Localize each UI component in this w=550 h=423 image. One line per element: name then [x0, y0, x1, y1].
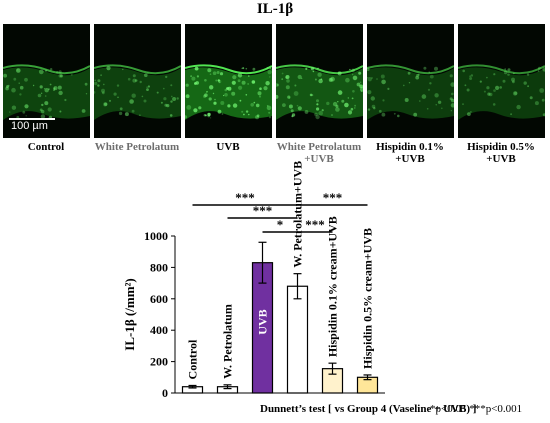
micrograph-panel — [185, 24, 272, 138]
footnote: Dunnett’s test [ vs Group 4 (Vaseline + … — [260, 403, 522, 415]
category-label: W. Petrolatum — [221, 304, 235, 379]
panel-label: White Petrolatum +UVB — [276, 141, 362, 165]
panel-label: Hispidin 0.1% +UVB — [376, 141, 444, 165]
figure-title: IL-1β — [256, 1, 294, 17]
tissue-band — [458, 67, 545, 120]
category-label: UVB — [256, 309, 270, 334]
epidermis-edge — [3, 64, 90, 75]
significance-label: *** — [253, 203, 273, 218]
micrograph-panel — [276, 24, 363, 138]
significance-label: *** — [323, 190, 343, 205]
y-tick-label: 600 — [150, 292, 168, 306]
epidermis-edge — [367, 64, 454, 75]
footnote-significance: *p<0.05 ***p<0.001 — [430, 403, 523, 415]
epidermis-edge — [458, 64, 545, 75]
significance-label: *** — [305, 217, 325, 232]
y-tick-label: 0 — [162, 386, 168, 400]
tissue-band — [185, 67, 272, 120]
category-label: Hispidin 0.1% cream+UVB — [326, 216, 340, 357]
bar — [286, 285, 309, 394]
category-label: Control — [186, 339, 200, 379]
panel-label: UVB — [216, 141, 240, 153]
epidermis-edge — [94, 64, 181, 75]
tissue-band — [94, 67, 181, 120]
panel-label: Control — [27, 141, 65, 153]
scale-bar-label: 100 µm — [11, 120, 48, 132]
micrograph-panel — [3, 24, 90, 138]
y-tick-label: 1000 — [144, 229, 168, 243]
tissue-band — [276, 67, 363, 120]
footnote-test: Dunnett’s test [ vs Group 4 (Vaseline + … — [260, 403, 477, 415]
micrograph-panel — [94, 24, 181, 138]
y-tick-label: 400 — [150, 323, 168, 337]
micrograph-panel — [458, 24, 545, 138]
panel-label: White Petrolatum — [94, 141, 180, 153]
significance-label: * — [277, 217, 284, 232]
y-axis-label: IL-1β (/mm²) — [122, 278, 137, 350]
category-label: Hispidin 0.5% cream+UVB — [361, 228, 375, 369]
category-label: W. Petrolatum+UVB — [291, 161, 305, 268]
epidermis-edge — [276, 64, 363, 75]
significance-label: *** — [235, 190, 255, 205]
epidermis-edge — [185, 64, 272, 75]
micrograph-panel — [367, 24, 454, 138]
y-tick-label: 800 — [150, 260, 168, 274]
panel-label: Hispidin 0.5% +UVB — [467, 141, 535, 165]
y-tick-label: 200 — [150, 355, 168, 369]
tissue-band — [367, 67, 454, 120]
